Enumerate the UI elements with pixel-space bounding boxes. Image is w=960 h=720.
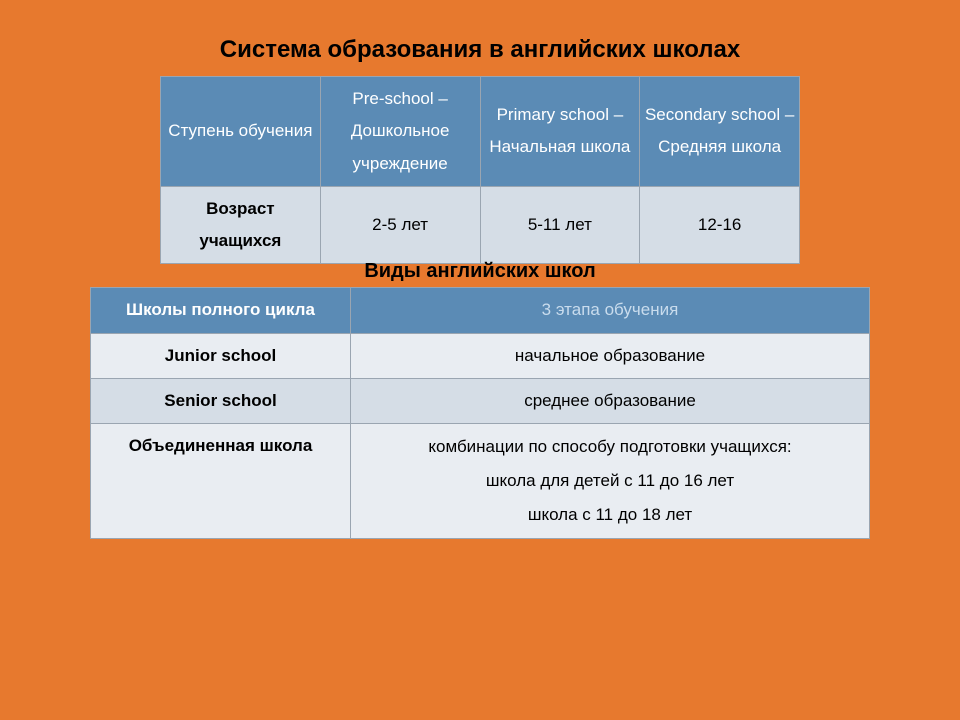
t1-cell: Возраст учащихся <box>161 186 321 264</box>
table-row: Senior school среднее образование <box>91 379 870 424</box>
t1-cell: 12-16 <box>640 186 800 264</box>
t1-header-cell: Secondary school – Средняя школа <box>640 77 800 187</box>
t2-cell: Junior school <box>91 333 351 378</box>
t1-cell: 5-11 лет <box>480 186 640 264</box>
t2-cell: среднее образование <box>351 379 870 424</box>
t1-header-cell: Pre-school – Дошкольное учреждение <box>320 77 480 187</box>
table-row: Школы полного цикла 3 этапа обучения <box>91 288 870 333</box>
t2-header-cell: 3 этапа обучения <box>351 288 870 333</box>
t2-header-cell: Школы полного цикла <box>91 288 351 333</box>
table-row: Возраст учащихся 2-5 лет 5-11 лет 12-16 <box>161 186 800 264</box>
slide: Система образования в английских школах … <box>0 0 960 720</box>
subtitle: Виды английских школ <box>0 260 960 283</box>
t2-cell: Объединенная школа <box>91 424 351 539</box>
t2-cell: начальное образование <box>351 333 870 378</box>
t1-cell: 2-5 лет <box>320 186 480 264</box>
t1-header-cell: Primary school – Начальная школа <box>480 77 640 187</box>
t2-cell-line: школа для детей с 11 до 16 лет <box>355 464 865 498</box>
table-row: Junior school начальное образование <box>91 333 870 378</box>
t2-cell-line: школа с 11 до 18 лет <box>355 498 865 532</box>
page-title: Система образования в английских школах <box>0 36 960 64</box>
table-row: Ступень обучения Pre-school – Дошкольное… <box>161 77 800 187</box>
school-types-table: Школы полного цикла 3 этапа обучения Jun… <box>90 287 870 539</box>
table-row: Объединенная школа комбинации по способу… <box>91 424 870 539</box>
t1-header-cell: Ступень обучения <box>161 77 321 187</box>
t2-cell: Senior school <box>91 379 351 424</box>
t2-cell: комбинации по способу подготовки учащихс… <box>351 424 870 539</box>
education-system-table: Ступень обучения Pre-school – Дошкольное… <box>160 76 800 264</box>
t2-cell-line: комбинации по способу подготовки учащихс… <box>355 430 865 464</box>
